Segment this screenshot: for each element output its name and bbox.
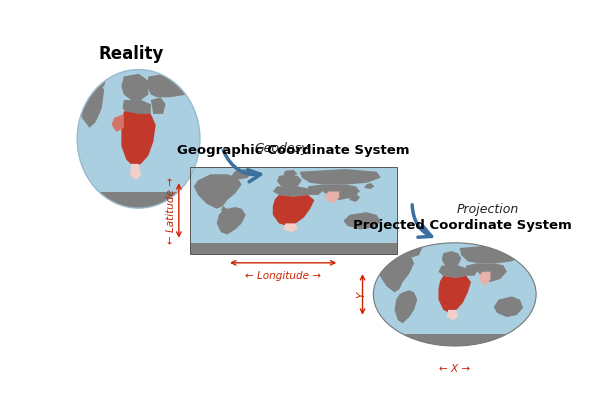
Text: Projection: Projection — [457, 203, 518, 216]
Polygon shape — [439, 266, 468, 278]
Polygon shape — [221, 206, 227, 212]
Polygon shape — [273, 195, 314, 226]
Polygon shape — [308, 184, 325, 195]
Text: ← Longitude →: ← Longitude → — [245, 270, 321, 280]
Polygon shape — [122, 100, 151, 118]
Text: ← Latitude →: ← Latitude → — [166, 177, 176, 244]
Polygon shape — [350, 193, 360, 202]
Polygon shape — [130, 164, 141, 180]
Polygon shape — [190, 243, 397, 254]
Polygon shape — [273, 186, 310, 197]
Polygon shape — [77, 192, 200, 208]
Text: Y: Y — [356, 291, 366, 298]
Polygon shape — [283, 170, 298, 176]
Polygon shape — [147, 72, 197, 97]
Polygon shape — [77, 76, 104, 128]
Polygon shape — [89, 70, 107, 89]
Bar — [190, 167, 397, 254]
Polygon shape — [406, 245, 422, 257]
Polygon shape — [479, 272, 491, 286]
Polygon shape — [476, 264, 507, 282]
Polygon shape — [121, 111, 156, 166]
Polygon shape — [300, 169, 381, 184]
Polygon shape — [112, 114, 124, 132]
Text: Reality: Reality — [98, 45, 163, 63]
Polygon shape — [217, 207, 246, 235]
Polygon shape — [446, 310, 458, 320]
Text: Geographic Coordinate System: Geographic Coordinate System — [178, 144, 410, 156]
Polygon shape — [283, 224, 298, 232]
Polygon shape — [373, 334, 536, 346]
Polygon shape — [320, 184, 360, 200]
Polygon shape — [466, 264, 479, 276]
Text: ← X →: ← X → — [439, 364, 470, 374]
Polygon shape — [231, 169, 252, 180]
Polygon shape — [439, 276, 471, 313]
Bar — [190, 167, 397, 254]
Polygon shape — [377, 251, 414, 292]
Text: Geodesy: Geodesy — [255, 142, 310, 155]
Ellipse shape — [373, 243, 536, 346]
Polygon shape — [343, 212, 381, 230]
Polygon shape — [395, 290, 418, 323]
Polygon shape — [121, 74, 148, 100]
Polygon shape — [442, 251, 461, 269]
Polygon shape — [494, 296, 523, 317]
Polygon shape — [194, 174, 242, 209]
Polygon shape — [325, 192, 339, 204]
Ellipse shape — [77, 70, 200, 208]
Polygon shape — [460, 245, 523, 264]
Polygon shape — [364, 183, 374, 189]
Polygon shape — [277, 174, 302, 189]
Polygon shape — [151, 97, 166, 114]
Text: Projected Coordinate System: Projected Coordinate System — [353, 219, 572, 232]
